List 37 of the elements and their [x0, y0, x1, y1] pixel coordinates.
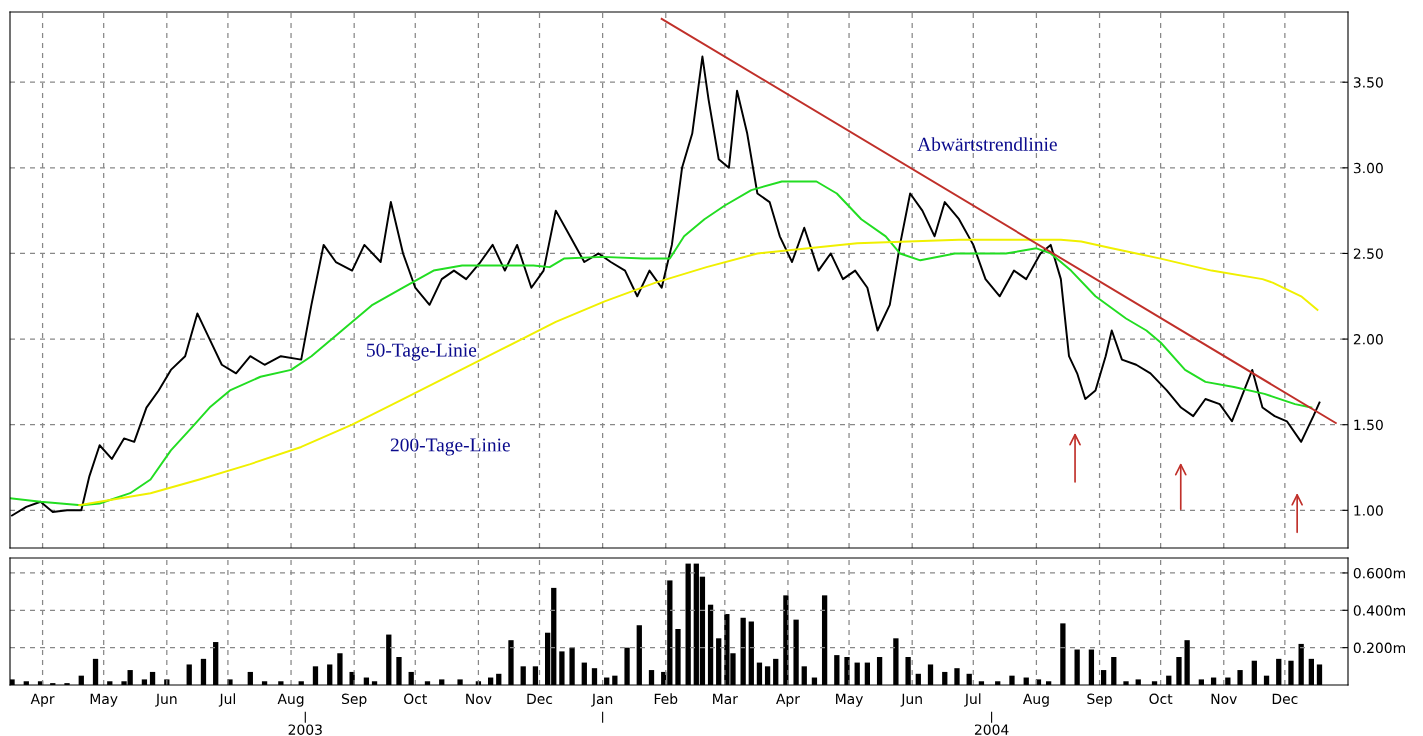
x-tick-label: Sep [1087, 693, 1112, 707]
x-tick-label: Aug [277, 693, 304, 707]
y-tick-label: 1.00 [1354, 505, 1383, 516]
x-tick-label: May [836, 693, 863, 707]
x-tick-label: Apr [776, 693, 800, 707]
x-tick-label: Jun [900, 693, 922, 707]
x-tick-label: Nov [1211, 693, 1237, 705]
line-series [78, 238, 1319, 507]
annotation: 200-Tage-Linie [390, 438, 510, 456]
x-tick-label: Nov [466, 693, 492, 705]
y-tick-label: 1.50 [1354, 419, 1383, 431]
x-tick-label: Dec [1272, 693, 1298, 705]
x-tick-label: May [90, 693, 118, 707]
x-tick-label: Aug [1022, 693, 1049, 707]
y-tick-label: 0.600m [1353, 567, 1405, 579]
x-tick-label: Jan [591, 693, 613, 707]
x2-tick-label: 2003 [288, 724, 322, 735]
x-tick-label: Mar [713, 693, 738, 705]
annotation: 50-Tage-Linie [367, 343, 477, 361]
x-tick-label: Oct [404, 693, 427, 705]
y-tick-label: 2.50 [1353, 248, 1383, 259]
y-tick-label: 3.50 [1353, 77, 1383, 88]
x2-tick-label: 2004 [974, 724, 1009, 735]
line-series [10, 180, 1313, 507]
x-tick-label: Sep [342, 693, 367, 707]
y-tick-label: 0.400m [1353, 605, 1405, 616]
x-tick-label: Feb [654, 693, 678, 705]
x-tick-label: Dec [527, 693, 553, 705]
x-tick-label: Oct [1149, 693, 1173, 705]
x-tick-label: Jul [964, 693, 981, 707]
y-tick-label: 0.200m [1353, 642, 1405, 654]
x-tick-label: Jul [218, 693, 235, 707]
x-tick-label: Jun [155, 693, 177, 707]
y-tick-label: 2.00 [1353, 334, 1383, 345]
annotation: Abwärtstrendlinie [917, 137, 1057, 151]
y-tick-label: 3.00 [1353, 162, 1383, 174]
x-tick-label: Apr [30, 693, 55, 707]
